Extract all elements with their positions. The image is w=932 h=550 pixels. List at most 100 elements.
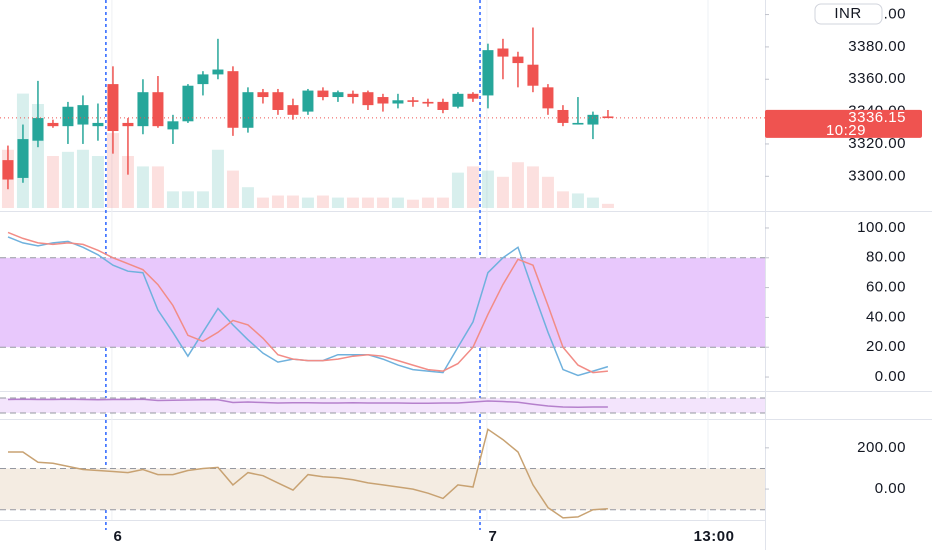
candle-body	[422, 101, 434, 104]
volume-bar	[196, 191, 209, 208]
currency-label: INR	[834, 5, 861, 22]
volume-bar	[421, 197, 434, 208]
y-tick-label: 40.00	[866, 308, 906, 325]
candle-body	[407, 100, 419, 102]
volume-bar	[466, 166, 479, 208]
y-tick-label: 200.00	[857, 439, 906, 456]
x-tick-label: 6	[113, 528, 122, 545]
volume-bar	[76, 149, 89, 208]
candle-body	[287, 105, 299, 115]
candle-body	[482, 50, 494, 96]
volume-bar	[166, 191, 179, 208]
candle-body	[137, 92, 149, 127]
band-fill	[0, 257, 765, 348]
volume-bar	[331, 197, 344, 208]
candle-body	[302, 90, 314, 112]
volume-bar	[181, 191, 194, 208]
candle-body	[512, 56, 524, 64]
candle-body	[272, 92, 284, 110]
band-fill	[0, 398, 765, 413]
y-tick-label: 60.00	[866, 279, 906, 296]
x-tick-label: 13:00	[694, 528, 735, 545]
volume-bar	[406, 199, 419, 208]
y-tick-label: 3320.00	[848, 135, 906, 152]
volume-bar	[106, 133, 119, 208]
candle-body	[182, 85, 194, 122]
x-tick-label: 7	[488, 528, 497, 545]
volume-bar	[391, 197, 404, 208]
candle-body	[497, 48, 509, 57]
volume-bar	[286, 195, 299, 208]
volume-bar	[481, 170, 494, 208]
candle-body	[212, 69, 224, 75]
candle-body	[122, 122, 134, 127]
indicator-line	[7, 398, 608, 409]
candle-body	[557, 109, 569, 123]
volume-bar	[316, 195, 329, 208]
candle-body	[377, 97, 389, 104]
volume-bar	[226, 170, 239, 208]
candle-body	[32, 118, 44, 141]
volume-bar	[376, 197, 389, 208]
volume-bar	[151, 166, 164, 208]
candle-body	[62, 106, 74, 127]
candle-body	[437, 101, 449, 110]
volume-bar	[346, 197, 359, 208]
candle-body	[77, 105, 89, 125]
candle-body	[452, 93, 464, 107]
y-tick-label: 20.00	[866, 338, 906, 355]
candle-body	[602, 116, 614, 119]
band-fill	[0, 468, 765, 510]
y-tick-label: 100.00	[857, 219, 906, 236]
volume-bar	[511, 162, 524, 208]
candle-body	[47, 122, 59, 127]
y-tick-label: 0.00	[875, 480, 906, 497]
candle-body	[317, 90, 329, 98]
indicator-line	[8, 428, 608, 519]
candle-body	[332, 92, 344, 98]
volume-bar	[256, 197, 269, 208]
y-tick-label: 3380.00	[848, 38, 906, 55]
volume-bar	[436, 197, 449, 208]
volume-bar	[241, 187, 254, 208]
volume-bar	[586, 197, 599, 208]
volume-bar	[121, 156, 134, 208]
candle-body	[392, 100, 404, 104]
y-tick-label: 3300.00	[848, 167, 906, 184]
volume-bar	[571, 193, 584, 208]
candle-body	[92, 122, 104, 127]
volume-bar	[211, 149, 224, 208]
y-tick-label: 0.00	[875, 368, 906, 385]
candle-body	[542, 87, 554, 109]
candle-body	[242, 92, 254, 128]
countdown-label: 10:29	[826, 122, 866, 139]
candle-body	[527, 64, 539, 86]
volume-bar	[61, 151, 74, 208]
volume-bar	[271, 195, 284, 208]
candle-body	[2, 160, 14, 180]
candle-body	[152, 92, 164, 127]
candle-body	[167, 121, 179, 130]
candle-body	[467, 93, 479, 99]
candle-body	[572, 122, 584, 125]
volume-bar	[361, 197, 374, 208]
y-tick-label: 3360.00	[848, 70, 906, 87]
volume-bar	[136, 166, 149, 208]
volume-bar	[451, 172, 464, 208]
last-price-box	[765, 109, 922, 138]
candle-body	[107, 84, 119, 132]
volume-bar	[301, 197, 314, 208]
candle-body	[347, 93, 359, 98]
volume-bar	[601, 203, 614, 208]
indicator-line	[7, 231, 608, 374]
candle-body	[257, 92, 269, 98]
candle-body	[362, 92, 374, 106]
volume-bar	[496, 176, 509, 208]
candle-body	[197, 74, 209, 85]
y-tick-label: 80.00	[866, 249, 906, 266]
volume-bar	[526, 166, 539, 208]
volume-bar	[91, 156, 104, 208]
volume-bar	[46, 156, 59, 208]
